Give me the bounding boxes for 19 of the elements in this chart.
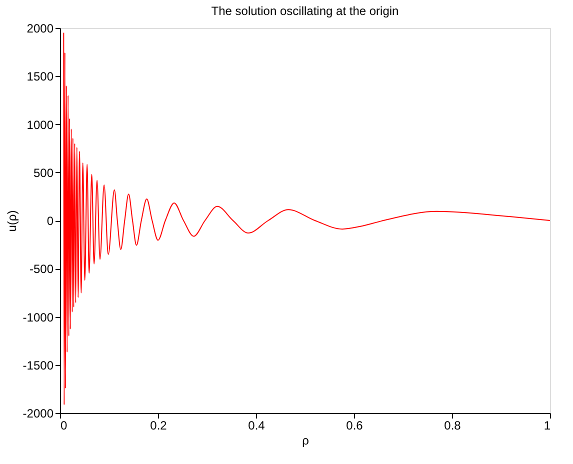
x-tick-label: 1: [544, 418, 551, 432]
y-tick-label: -1500: [22, 358, 54, 372]
y-tick-label: 1500: [26, 70, 54, 84]
line-series: [63, 32, 550, 406]
y-tick-label: 0: [46, 214, 54, 228]
y-axis-title: u(ρ): [4, 210, 19, 232]
x-axis-title: ρ: [302, 434, 310, 448]
chart-title: The solution oscillating at the origin: [211, 4, 399, 18]
y-tick-label: -500: [29, 262, 54, 276]
x-tick-label: 0.6: [346, 418, 364, 432]
y-tick-label: -1000: [22, 310, 54, 324]
x-tick-label: 0: [60, 418, 68, 432]
x-tick-label: 0.8: [444, 418, 462, 432]
y-tick-label: 2000: [26, 22, 54, 36]
x-tick-label: 0.4: [248, 418, 266, 432]
y-tick-label: 500: [33, 166, 54, 180]
y-tick-label: -2000: [22, 406, 54, 420]
x-tick-label: 0.2: [150, 418, 168, 432]
y-tick-label: 1000: [26, 118, 54, 132]
